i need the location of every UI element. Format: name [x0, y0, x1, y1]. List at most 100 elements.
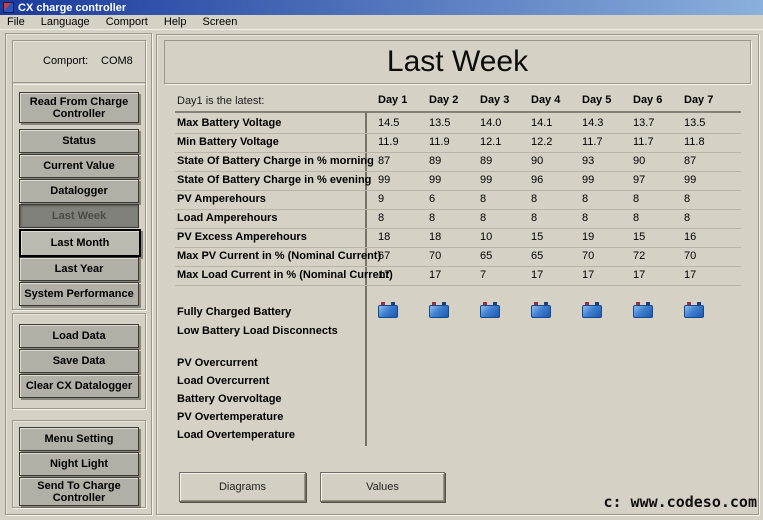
cell: 8: [531, 193, 538, 205]
table-row: PV Amperehours 9 6 8 8 8 8 8: [175, 190, 741, 210]
menu-language[interactable]: Language: [40, 16, 90, 28]
cell: 90: [633, 155, 646, 167]
last-month-button[interactable]: Last Month: [19, 229, 141, 257]
menu-bar: File Language Comport Help Screen: [0, 15, 763, 30]
cell: 99: [378, 174, 391, 186]
credit-text: c: www.codeso.com: [603, 493, 757, 511]
cell: 8: [684, 212, 691, 224]
status-label-pv-overtemperature: PV Overtemperature: [177, 411, 284, 423]
table-row: Min Battery Voltage 11.9 11.9 12.1 12.2 …: [175, 133, 741, 153]
day-note: Day1 is the latest:: [177, 95, 265, 107]
cell: 8: [633, 212, 640, 224]
current-value-button[interactable]: Current Value: [19, 154, 139, 178]
night-light-button[interactable]: Night Light: [19, 452, 139, 476]
cell: 11.9: [429, 136, 450, 148]
cell: 14.0: [480, 117, 502, 129]
battery-indicator-row: [378, 301, 735, 319]
status-label-pv-overcurrent: PV Overcurrent: [177, 357, 258, 369]
cell: 13.7: [633, 117, 655, 129]
cell: 15: [633, 231, 646, 243]
battery-icon: [582, 302, 602, 318]
cell: 70: [684, 250, 697, 262]
row-label: Max PV Current in % (Nominal Current): [177, 250, 382, 262]
datalogger-button[interactable]: Datalogger: [19, 179, 139, 203]
cell: 90: [531, 155, 544, 167]
column-divider: [365, 112, 367, 446]
comport-group: Comport: COM8: [12, 40, 146, 84]
page-title: Last Week: [164, 40, 751, 84]
cell: 17: [684, 269, 697, 281]
table-row: State Of Battery Charge in % morning 87 …: [175, 152, 741, 172]
day-header: Day 3: [480, 94, 510, 106]
cell: 8: [480, 193, 487, 205]
menu-file[interactable]: File: [7, 16, 25, 28]
table-row: Load Amperehours 8 8 8 8 8 8 8: [175, 209, 741, 229]
cell: 14.3: [582, 117, 604, 129]
day-header: Day 2: [429, 94, 459, 106]
battery-icon: [633, 302, 653, 318]
save-data-button[interactable]: Save Data: [19, 349, 139, 373]
battery-icon: [480, 302, 500, 318]
table-row: Max PV Current in % (Nominal Current) 67…: [175, 247, 741, 267]
status-label-low-battery: Low Battery Load Disconnects: [177, 325, 338, 337]
menu-help[interactable]: Help: [163, 16, 187, 28]
status-button[interactable]: Status: [19, 129, 139, 153]
cell: 65: [531, 250, 544, 262]
last-week-button[interactable]: Last Week: [19, 204, 139, 228]
title-bar[interactable]: CX charge controller: [0, 0, 763, 15]
cell: 72: [633, 250, 646, 262]
cell: 93: [582, 155, 595, 167]
cell: 11.7: [633, 136, 654, 148]
values-button[interactable]: Values: [320, 472, 445, 502]
cell: 12.1: [480, 136, 502, 148]
table-row: PV Excess Amperehours 18 18 10 15 19 15 …: [175, 228, 741, 248]
menu-setting-button[interactable]: Menu Setting: [19, 427, 139, 451]
system-performance-button[interactable]: System Performance: [19, 282, 139, 306]
row-label: Max Battery Voltage: [177, 117, 282, 129]
cell: 8: [531, 212, 538, 224]
cell: 87: [684, 155, 697, 167]
main-panel: [156, 34, 759, 515]
cell: 16: [684, 231, 697, 243]
cell: 18: [429, 231, 442, 243]
cell: 13.5: [684, 117, 706, 129]
cell: 15: [531, 231, 544, 243]
comport-value: COM8: [101, 55, 133, 67]
row-label: State Of Battery Charge in % evening: [177, 174, 372, 186]
menu-comport[interactable]: Comport: [105, 16, 148, 28]
status-label-load-overtemperature: Load Overtemperature: [177, 429, 295, 441]
cell: 10: [480, 231, 493, 243]
row-label: State Of Battery Charge in % morning: [177, 155, 374, 167]
row-label: Max Load Current in % (Nominal Current): [177, 269, 393, 281]
last-year-button[interactable]: Last Year: [19, 257, 139, 281]
cell: 8: [684, 193, 691, 205]
nav-group: [12, 82, 146, 310]
cell: 8: [633, 193, 640, 205]
day-header: Day 5: [582, 94, 612, 106]
cell: 89: [480, 155, 493, 167]
battery-icon: [531, 302, 551, 318]
clear-cx-datalogger-button[interactable]: Clear CX Datalogger: [19, 374, 139, 398]
send-to-charge-controller-button[interactable]: Send To Charge Controller: [19, 477, 139, 506]
read-from-charge-controller-button[interactable]: Read From Charge Controller: [19, 92, 139, 123]
settings-group: [12, 420, 146, 508]
cell: 19: [582, 231, 595, 243]
cell: 17: [378, 269, 391, 281]
cell: 12.2: [531, 136, 553, 148]
cell: 11.8: [684, 136, 705, 148]
cell: 17: [531, 269, 544, 281]
cell: 87: [378, 155, 391, 167]
app-icon: [3, 2, 14, 13]
status-label-load-overcurrent: Load Overcurrent: [177, 375, 270, 387]
menu-screen[interactable]: Screen: [202, 16, 238, 28]
data-group: [12, 313, 146, 409]
cell: 8: [480, 212, 487, 224]
diagrams-button[interactable]: Diagrams: [179, 472, 306, 502]
day-header: Day 6: [633, 94, 663, 106]
day-header: Day 4: [531, 94, 561, 106]
load-data-button[interactable]: Load Data: [19, 324, 139, 348]
cell: 99: [582, 174, 595, 186]
cell: 11.9: [378, 136, 399, 148]
table-row: State Of Battery Charge in % evening 99 …: [175, 171, 741, 191]
